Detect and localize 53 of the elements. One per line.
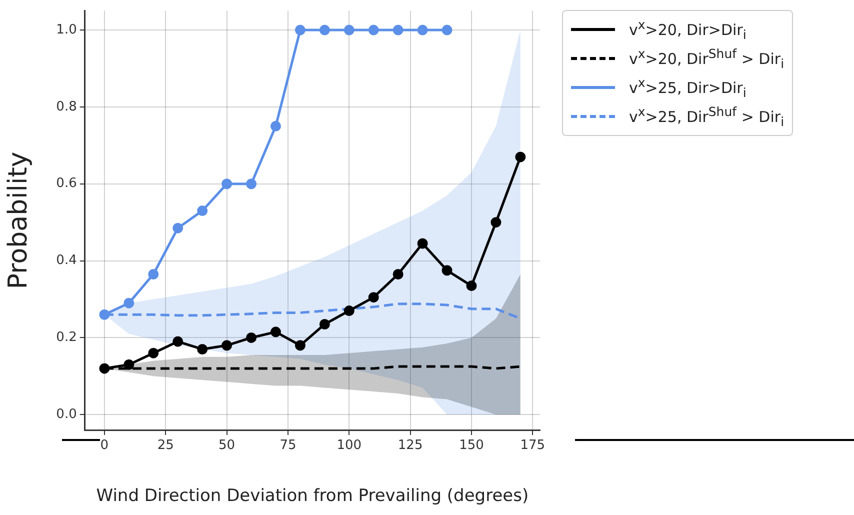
x-tick-label: 175: [520, 438, 546, 454]
y-tick-label: 0.0: [56, 406, 77, 422]
point: [148, 268, 159, 280]
x-axis-title: Wind Direction Deviation from Prevailing (degrees): [96, 486, 529, 506]
point: [222, 178, 232, 190]
point: [294, 24, 306, 36]
point: [172, 336, 184, 347]
x-tick-label: 125: [398, 438, 423, 454]
y-tick-label: 0.2: [56, 330, 77, 346]
point: [197, 206, 208, 216]
point: [319, 24, 330, 36]
legend-label: v$^{x}$>20, Dir>Dir$_{i}$: [629, 17, 746, 42]
x-tick-label: 25: [157, 438, 174, 454]
legend-label: v$^{x}$>25, Dir>Dir$_{i}$: [629, 75, 746, 100]
point: [466, 280, 477, 292]
point: [222, 340, 232, 351]
point: [124, 359, 134, 370]
point: [172, 222, 184, 234]
point: [148, 348, 159, 358]
x-tick-label: 100: [336, 438, 362, 454]
y-axis-title: Probability: [3, 152, 34, 290]
y-tick-label: 0.6: [56, 176, 77, 192]
point: [270, 120, 281, 132]
point: [368, 292, 379, 303]
point: [99, 309, 110, 320]
x-tick-label: 75: [280, 438, 296, 454]
y-tick-label: 1.0: [56, 22, 77, 38]
point: [294, 340, 306, 351]
point: [417, 24, 428, 36]
point: [124, 298, 134, 308]
x-tick-label: 150: [459, 438, 484, 454]
point: [392, 268, 404, 280]
point: [392, 24, 404, 36]
point: [368, 24, 379, 36]
point: [417, 238, 428, 249]
x-tick-label: 50: [218, 438, 236, 454]
x-tick-label: 0: [100, 438, 109, 454]
point: [442, 265, 452, 276]
point: [270, 326, 281, 338]
point: [515, 152, 526, 162]
point: [99, 363, 110, 374]
point: [490, 217, 502, 228]
point: [319, 318, 330, 330]
legend-label: v$^{x}$>25, Dir$^{Shuf}$ > Dir$_{i}$: [629, 104, 784, 129]
y-tick-label: 0.4: [56, 253, 77, 268]
legend-label: v$^{x}$>20, Dir$^{Shuf}$ > Dir$_{i}$: [629, 46, 784, 71]
point: [344, 306, 354, 316]
point: [246, 178, 257, 190]
point: [442, 24, 452, 36]
y-tick-label: 0.8: [56, 99, 77, 114]
point: [246, 332, 257, 343]
point: [197, 344, 208, 354]
point: [344, 24, 354, 36]
